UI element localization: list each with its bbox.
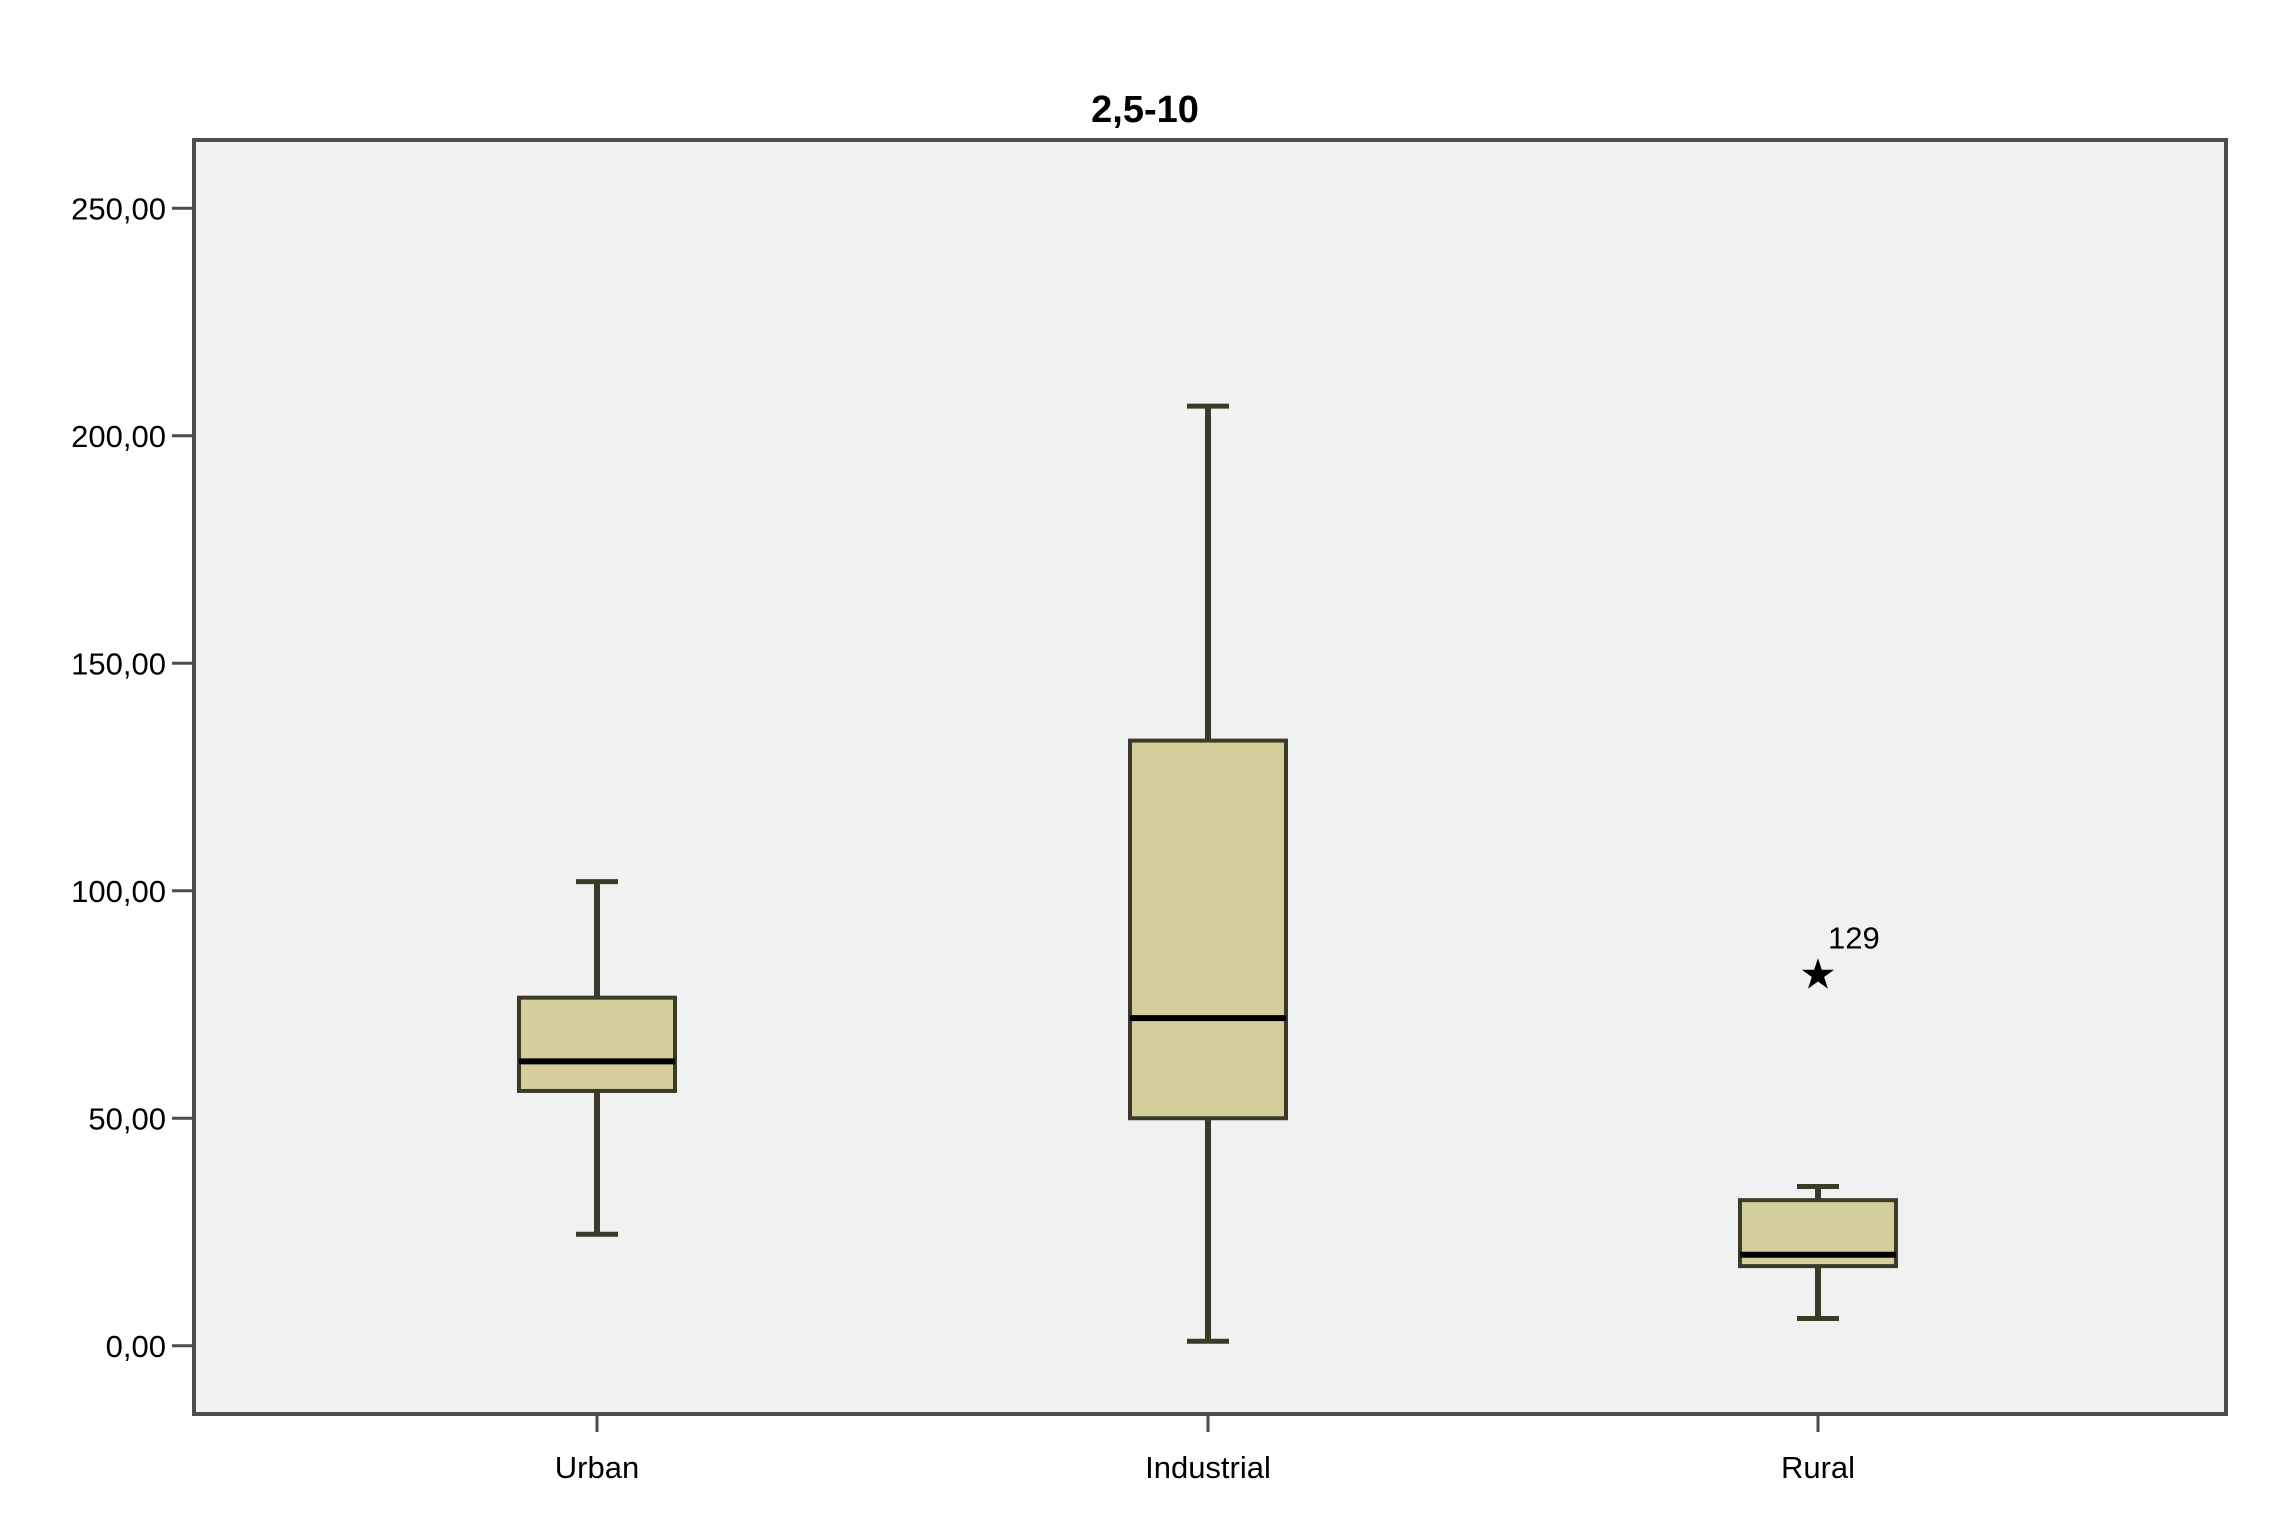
- box-rural: ★129: [1738, 921, 1898, 1321]
- y-tick-label: 150,00: [71, 646, 166, 681]
- y-tick-label: 50,00: [88, 1101, 166, 1136]
- box-urban: [517, 879, 677, 1237]
- box-industrial: [1128, 403, 1288, 1344]
- y-tick-label: 0,00: [106, 1329, 166, 1364]
- x-tick-label: Rural: [1781, 1450, 1855, 1485]
- x-tick-label: Industrial: [1145, 1450, 1271, 1485]
- x-tick-label: Urban: [555, 1450, 639, 1485]
- outlier-star-marker: ★: [1799, 951, 1837, 998]
- y-axis: 0,00 50,00 100,00 150,00 200,00 250,00: [71, 191, 194, 1364]
- y-tick-label: 200,00: [71, 419, 166, 454]
- box-body: [517, 995, 677, 1093]
- x-axis: Urban Industrial Rural: [555, 1414, 1855, 1485]
- y-tick-label: 250,00: [71, 191, 166, 226]
- outlier-label: 129: [1828, 921, 1880, 956]
- box-body: [1128, 738, 1288, 1121]
- box-series: ★129: [517, 403, 1898, 1344]
- chart-title: 2,5-10: [1091, 89, 1199, 131]
- y-tick-label: 100,00: [71, 874, 166, 909]
